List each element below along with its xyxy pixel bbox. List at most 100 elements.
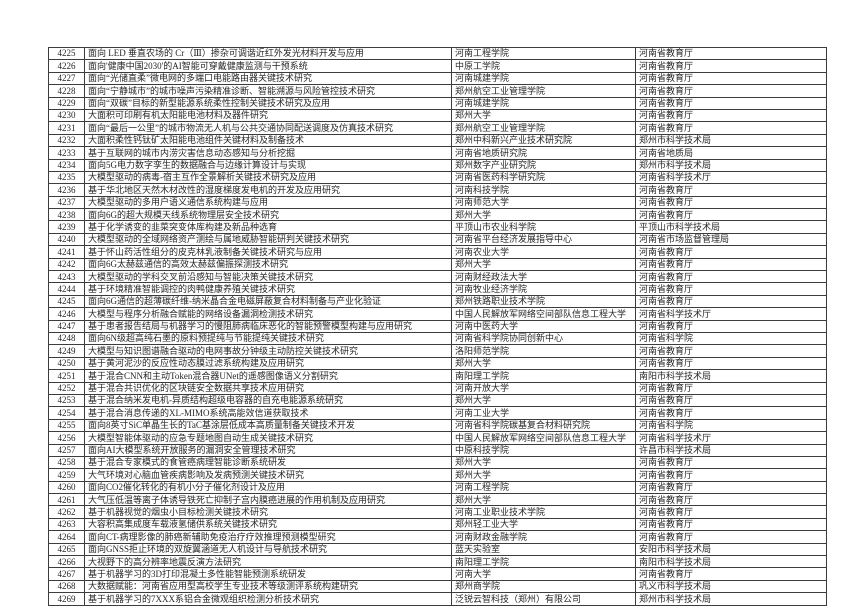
project-title-cell: 基于患者报告结局与机器学习的慢阻肺病临床恶化的智能预警模型构建与应用研究 [84, 319, 452, 334]
project-institution-cell: 南阳理工学院 [451, 554, 636, 569]
project-id-cell: 4250 [48, 356, 85, 371]
project-agency-cell: 河南省教育厅 [635, 96, 827, 110]
project-agency-cell: 河南省教育厅 [635, 567, 827, 581]
project-agency-cell: 南阳市科学技术局 [635, 554, 827, 569]
project-agency-cell: 河南省教育厅 [635, 245, 827, 259]
table-row: 4248 面向6N级超高纯石墨的原料预提纯与节能提纯关键技术研究 河南省科学院协… [48, 331, 827, 346]
project-agency-cell: 河南省教育厅 [635, 270, 827, 284]
project-institution-cell: 中国人民解放军网络空间部队信息工程大学 [451, 431, 636, 445]
project-agency-cell: 河南省教育厅 [635, 505, 827, 519]
project-agency-cell: 河南省教育厅 [635, 319, 827, 334]
project-id-cell: 4232 [48, 133, 85, 148]
project-id-cell: 4244 [48, 282, 85, 296]
table-row: 4254 基于混合消息传递的XL-MIMO系统高能效信道获取技术 河南工业大学 … [48, 406, 827, 420]
project-id-cell: 4230 [48, 108, 85, 123]
project-id-cell: 4240 [48, 232, 85, 247]
table-row: 4229 面向“双碳”目标的新型能源系统柔性控制关键技术研究及应用 河南城建学院… [48, 96, 827, 110]
project-agency-cell: 河南省地质局 [635, 146, 827, 160]
project-institution-cell: 河南城建学院 [451, 71, 636, 86]
project-agency-cell: 河南省教育厅 [635, 356, 827, 371]
project-institution-cell: 南阳理工学院 [451, 369, 636, 383]
project-id-cell: 4249 [48, 344, 85, 358]
table-row: 4236 基于华北地区天然木材改性的湿度梯度发电机的开发及应用研究 河南科技学院… [48, 183, 827, 197]
project-agency-cell: 河南省教育厅 [635, 493, 827, 507]
project-title-cell: 面向6G太赫兹通信的高效太赫兹偏振探测技术研究 [84, 257, 452, 272]
table-row: 4269 基于机器学习的7XXX系铝合金微观组织检测分析技术研究 泛锐云智科技（… [48, 592, 827, 606]
project-title-cell: 面向'健康中国2030'的AI智能可穿戴健康监测与干预系统 [84, 59, 452, 73]
project-title-cell: 面向“光储直柔”微电网的多端口电能路由器关键技术研究 [84, 71, 452, 86]
project-institution-cell: 郑州大学 [451, 257, 636, 272]
table-row: 4237 大模型驱动的多用户语义通信系统构建与应用 河南师范大学 河南省教育厅 [48, 195, 827, 210]
project-title-cell: 大视野下的高分辨率地震反演方法研究 [84, 554, 452, 569]
table-row: 4263 大容积高集成度车载液氢储供系统关键技术研究 郑州轻工业大学 河南省教育… [48, 517, 827, 532]
project-id-cell: 4268 [48, 579, 85, 594]
project-id-cell: 4245 [48, 294, 85, 309]
project-agency-cell: 河南省教育厅 [635, 517, 827, 532]
project-institution-cell: 郑州航空工业管理学院 [451, 84, 636, 98]
project-id-cell: 4246 [48, 307, 85, 321]
table-row: 4241 基于怀山药活性组分的皮克林乳液制备关键技术研究与应用 河南农业大学 河… [48, 245, 827, 259]
project-title-cell: 大气环境对心脑血管疾病影响及发病预测关键技术研究 [84, 468, 452, 482]
project-institution-cell: 郑州大学 [451, 493, 636, 507]
table-row: 4226 面向'健康中国2030'的AI智能可穿戴健康监测与干预系统 中原工学院… [48, 59, 827, 73]
project-title-cell: 大面积柔性钙钛矿太阳能电池组件关键材料及制备技术 [84, 133, 452, 148]
project-title-cell: 面向AI大模型系统开放服务的漏洞安全管理技术研究 [84, 443, 452, 457]
project-agency-cell: 河南省教育厅 [635, 257, 827, 272]
table-row: 4265 面向GNSS拒止环境的双旋翼涵道无人机设计与导航技术研究 蓝天实验室 … [48, 542, 827, 557]
project-title-cell: 大模型与知识图谱融合驱动的电网事故分钟级主动防控关键技术研究 [84, 344, 452, 358]
project-id-cell: 4261 [48, 493, 85, 507]
project-id-cell: 4252 [48, 381, 85, 395]
table-row: 4260 面向CO2催化转化的有机小分子催化剂设计及应用 河南工程学院 河南省教… [48, 480, 827, 495]
project-id-cell: 4248 [48, 331, 85, 346]
project-institution-cell: 郑州中科新兴产业技术研究院 [451, 133, 636, 148]
project-id-cell: 4251 [48, 369, 85, 383]
project-institution-cell: 中原科技学院 [451, 443, 636, 457]
project-institution-cell: 中国人民解放军网络空间部队信息工程大学 [451, 307, 636, 321]
table-row: 4233 基于互联网的城市内涝灾害信息动态感知与分析挖掘 河南省地质研究院 河南… [48, 146, 827, 160]
project-institution-cell: 中原工学院 [451, 59, 636, 73]
project-agency-cell: 郑州市科学技术局 [635, 133, 827, 148]
project-title-cell: 基于混合CNN和主动Token混合器UNet的遥感图像语义分割研究 [84, 369, 452, 383]
project-id-cell: 4257 [48, 443, 85, 457]
project-agency-cell: 河南省科学院 [635, 418, 827, 433]
project-title-cell: 基于混合共识优化的区块链安全数据共享技术应用研究 [84, 381, 452, 395]
project-title-cell: 大模型智能体驱动的应急专题地图自动生成关键技术研究 [84, 431, 452, 445]
project-id-cell: 4256 [48, 431, 85, 445]
project-institution-cell: 郑州大学 [451, 108, 636, 123]
project-institution-cell: 郑州铁路职业技术学院 [451, 294, 636, 309]
project-agency-cell: 河南省教育厅 [635, 455, 827, 470]
project-title-cell: 大模型驱动的学科交叉前沿感知与智能决策关键技术研究 [84, 270, 452, 284]
project-id-cell: 4247 [48, 319, 85, 334]
project-institution-cell: 河南工业大学 [451, 406, 636, 420]
project-institution-cell: 泛锐云智科技（郑州）有限公司 [451, 592, 636, 606]
project-agency-cell: 郑州市科学技术局 [635, 592, 827, 606]
project-institution-cell: 郑州轻工业大学 [451, 517, 636, 532]
project-title-cell: 大模型驱动的多用户语义通信系统构建与应用 [84, 195, 452, 210]
project-title-cell: 面向6N级超高纯石墨的原料预提纯与节能提纯关键技术研究 [84, 331, 452, 346]
table-row: 4231 面向“最后一公里”的城市物流无人机与公共交通协同配送调度及仿真技术研究… [48, 121, 827, 135]
project-agency-cell: 河南省教育厅 [635, 195, 827, 210]
project-institution-cell: 河南科技学院 [451, 183, 636, 197]
project-title-cell: 大模型驱动的病毒-宿主互作全景解析关键技术研究及应用 [84, 170, 452, 185]
project-id-cell: 4227 [48, 71, 85, 86]
project-id-cell: 4233 [48, 146, 85, 160]
project-title-cell: 基于黄河泥沙的反应性动态膜过滤系统构建及应用研究 [84, 356, 452, 371]
project-title-cell: 基于机器学习的3D打印混凝土多性能智能预测系统研发 [84, 567, 452, 581]
project-id-cell: 4225 [48, 46, 85, 61]
project-agency-cell: 安阳市科学技术局 [635, 542, 827, 557]
table-row: 4256 大模型智能体驱动的应急专题地图自动生成关键技术研究 中国人民解放军网络… [48, 431, 827, 445]
table-row: 4232 大面积柔性钙钛矿太阳能电池组件关键材料及制备技术 郑州中科新兴产业技术… [48, 133, 827, 148]
project-title-cell: 大气压低温等离子体诱导铁死亡抑制子宫内膜癌进展的作用机制及应用研究 [84, 493, 452, 507]
project-institution-cell: 郑州大学 [451, 208, 636, 222]
table-row: 4262 基于机器视觉的烟虫小目标检测关键技术研究 河南工业职业技术学院 河南省… [48, 505, 827, 519]
project-id-cell: 4228 [48, 84, 85, 98]
project-id-cell: 4255 [48, 418, 85, 433]
table-row: 4261 大气压低温等离子体诱导铁死亡抑制子宫内膜癌进展的作用机制及应用研究 郑… [48, 493, 827, 507]
table-row: 4234 面向5G电力数字孪生的数据融合与边缘计算设计与实现 郑州数字产业研究院… [48, 158, 827, 172]
project-id-cell: 4267 [48, 567, 85, 581]
project-agency-cell: 河南省教育厅 [635, 121, 827, 135]
project-agency-cell: 河南省科学技术厅 [635, 431, 827, 445]
table-row: 4230 大面积可印刷有机太阳能电池材料及器件研究 郑州大学 河南省教育厅 [48, 108, 827, 123]
project-title-cell: 基于环境精准智能调控的肉鸭健康养殖关键技术研究 [84, 282, 452, 296]
table-row: 4242 面向6G太赫兹通信的高效太赫兹偏振探测技术研究 郑州大学 河南省教育厅 [48, 257, 827, 272]
